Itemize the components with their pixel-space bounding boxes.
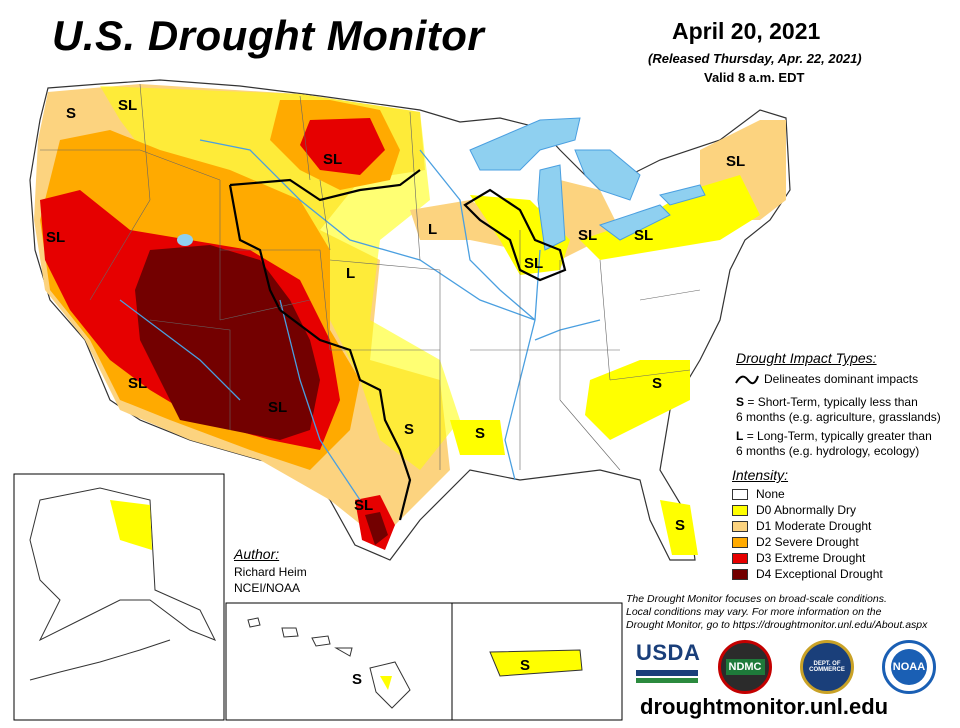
commerce-logo-text: DEPT. OF COMMERCE: [809, 661, 845, 673]
label-ks-l: L: [346, 265, 355, 282]
drought-d0-florida: [660, 500, 698, 555]
label-tx-sl: SL: [354, 497, 373, 514]
legend-d1: D1 Moderate Drought: [732, 519, 871, 533]
legend-none-label: None: [756, 487, 785, 501]
drought-d3-montana: [300, 118, 385, 175]
site-url[interactable]: droughtmonitor.unl.edu: [640, 694, 889, 719]
hawaii-inset-frame: [225, 602, 453, 721]
legend-none: None: [732, 487, 785, 501]
impact-boundaries: [228, 169, 567, 521]
label-hi-s: S: [352, 671, 362, 688]
alaska-aleutians: [29, 639, 171, 681]
label-nm-sl: SL: [268, 399, 287, 416]
impact-line-sample: [735, 375, 759, 385]
release-date: (Released Thursday, Apr. 22, 2021): [648, 51, 862, 66]
label-sc-s: S: [652, 375, 662, 392]
usda-logo-text: USDA: [636, 640, 701, 665]
map-title: U.S. Drought Monitor: [52, 12, 485, 59]
swatch-d4: [732, 568, 748, 580]
legend-d2: D2 Severe Drought: [732, 535, 859, 549]
swatch-none: [732, 488, 748, 500]
label-mi-sl: SL: [578, 227, 597, 244]
legend-d4-label: D4 Exceptional Drought: [756, 567, 883, 581]
impact-long-term: L = Long-Term, typically greater than 6 …: [736, 429, 932, 459]
note-line-3: Drought Monitor, go to https://droughtmo…: [626, 619, 928, 631]
map-date: April 20, 2021: [672, 18, 821, 44]
label-ny-sl: SL: [726, 153, 745, 170]
note-line-2: Local conditions may vary. For more info…: [626, 606, 882, 618]
label-oh-sl: SL: [634, 227, 653, 244]
label-ca-sl: SL: [46, 229, 65, 246]
swatch-d1: [732, 520, 748, 532]
label-il-sl: SL: [524, 255, 543, 272]
legend-d3-label: D3 Extreme Drought: [756, 551, 866, 565]
legend-d0-label: D0 Abnormally Dry: [756, 503, 857, 517]
label-wa-s: S: [66, 105, 76, 122]
drought-d4-texas: [365, 512, 388, 545]
usda-logo: USDA: [636, 640, 701, 686]
noaa-logo: NOAA: [882, 640, 936, 694]
great-lakes: [469, 117, 706, 251]
swatch-d3: [732, 552, 748, 564]
drought-d0-louisiana: [450, 420, 505, 455]
great-salt-lake: [177, 234, 193, 246]
short-term-text-2: 6 months (e.g. agriculture, grasslands): [736, 410, 941, 424]
legend-d3: D3 Extreme Drought: [732, 551, 865, 565]
label-pr-s: S: [520, 657, 530, 674]
legend-d4: D4 Exceptional Drought: [732, 567, 883, 581]
alaska-d0: [110, 500, 152, 550]
label-la-s: S: [475, 425, 485, 442]
label-tx-s: S: [404, 421, 414, 438]
author-org: NCEI/NOAA: [234, 581, 301, 595]
legend-d1-label: D1 Moderate Drought: [756, 519, 872, 533]
impact-delineates: Delineates dominant impacts: [764, 372, 919, 386]
impact-types-heading: Drought Impact Types:: [736, 350, 877, 366]
label-ia-l: L: [428, 221, 437, 238]
label-mt-sl: SL: [323, 151, 342, 168]
intensity-heading: Intensity:: [732, 467, 789, 483]
swatch-d0: [732, 504, 748, 516]
impact-short-term: S = Short-Term, typically less than 6 mo…: [736, 395, 941, 425]
swatch-d2: [732, 536, 748, 548]
state-borders: [40, 83, 701, 471]
hawaii-d0: [380, 676, 392, 690]
short-term-key: S: [736, 395, 745, 409]
puerto-rico-land: [489, 649, 583, 677]
valid-time: Valid 8 a.m. EDT: [704, 70, 805, 85]
legend-d2-label: D2 Severe Drought: [756, 535, 859, 549]
commerce-logo: DEPT. OF COMMERCE: [800, 640, 854, 694]
long-term-text-2: 6 months (e.g. hydrology, ecology): [736, 444, 920, 458]
label-az-sl: SL: [128, 375, 147, 392]
hawaii-islands: [247, 617, 411, 709]
short-term-text: = Short-Term, typically less than: [747, 395, 918, 409]
author-heading: Author:: [234, 546, 280, 562]
alaska-land: [29, 487, 217, 642]
long-term-text: = Long-Term, typically greater than: [746, 429, 932, 443]
ndmc-logo: NDMC: [718, 640, 772, 694]
noaa-logo-text: NOAA: [891, 649, 927, 685]
legend-d0: D0 Abnormally Dry: [732, 503, 856, 517]
drought-d0-northeast: [580, 175, 760, 260]
drought-d4-southwest: [135, 245, 320, 440]
author-name: Richard Heim: [234, 565, 307, 579]
note-line-1: The Drought Monitor focuses on broad-sca…: [626, 593, 887, 605]
disclaimer-note: The Drought Monitor focuses on broad-sca…: [626, 593, 956, 632]
label-fl-s: S: [675, 517, 685, 534]
label-nw-sl: SL: [118, 97, 137, 114]
long-term-key: L: [736, 429, 744, 443]
ndmc-logo-text: NDMC: [725, 659, 765, 675]
